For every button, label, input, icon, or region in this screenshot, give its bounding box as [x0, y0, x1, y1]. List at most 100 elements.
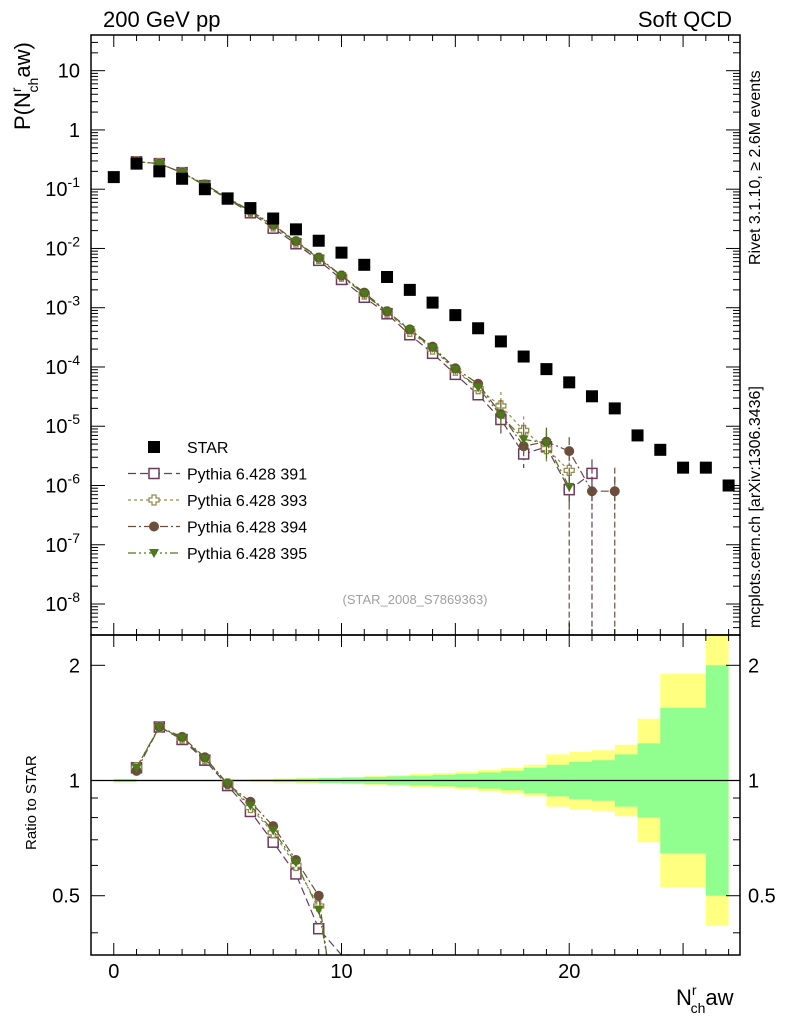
ratio-frame [90, 634, 741, 956]
legend-marker [148, 494, 160, 506]
data-point-star [198, 183, 211, 196]
x-label-tail: aw [705, 985, 733, 1010]
mcplots-label: mcplots.cern.ch [arXiv:1306.3436] [747, 386, 764, 628]
data-point [518, 441, 529, 452]
ratio-markers [91, 721, 740, 956]
series-ratio-4 [131, 722, 328, 956]
data-point-star [449, 309, 462, 322]
legend-label: Pythia 6.428 394 [187, 520, 307, 537]
data-point [541, 439, 552, 449]
legend-item-5: Pythia 6.428 395 [128, 546, 307, 563]
data-point-star [130, 157, 143, 170]
data-point [154, 159, 165, 169]
data-point-star [426, 296, 439, 309]
data-point-star [312, 234, 325, 247]
data-point-star [403, 283, 416, 296]
ratio-point [313, 890, 324, 901]
ratio-tick-label-right: 2 [748, 655, 759, 677]
legend-label: Pythia 6.428 395 [187, 546, 307, 563]
ratio-line-3 [135, 726, 328, 956]
y-label-sup: r [8, 87, 24, 92]
ratio-point [154, 722, 165, 732]
y-label-base: P(N [10, 92, 35, 130]
x-tick-label: 10 [330, 961, 352, 983]
x-label-base: N [676, 985, 692, 1010]
ratio-line-4 [135, 726, 328, 956]
y-label-sub: ch [25, 78, 41, 93]
y-tick-label: 10-6 [45, 470, 80, 497]
y-tick-label: 10-8 [45, 589, 80, 616]
data-point-star [221, 192, 234, 205]
analysis-id: (STAR_2008_S7869363) [342, 592, 487, 607]
x-tick-label: 0 [108, 961, 119, 983]
ratio-point [222, 779, 233, 789]
data-point-star [244, 202, 257, 215]
data-point-star [472, 322, 485, 335]
legend-item-2: Pythia 6.428 391 [128, 467, 307, 484]
ratio-point [177, 734, 188, 744]
data-point [336, 272, 347, 282]
y-tick-label: 1 [69, 120, 80, 142]
x-label-sub: ch [691, 1000, 706, 1016]
header-left: 200 GeV pp [103, 7, 220, 32]
data-point [359, 290, 370, 300]
ratio-tick-label-left: 2 [69, 655, 80, 677]
series-main-star [107, 157, 735, 492]
data-point [382, 307, 393, 317]
series-line-4 [136, 161, 570, 488]
ratio-tick-label-left: 0.5 [52, 886, 80, 908]
main-markers [107, 156, 735, 635]
data-point-star [699, 461, 712, 474]
data-point-star [335, 246, 348, 259]
x-axis-label: Nr chaw [676, 982, 734, 1016]
data-point [564, 446, 575, 457]
ratio-line-1 [135, 726, 350, 956]
axis-ticks: 0 10 2010-810-710-610-510-410-310-210-1110… [45, 34, 776, 983]
data-point [518, 435, 529, 445]
y-label-tail: aw) [10, 42, 35, 77]
ratio-point [312, 922, 325, 935]
data-point [290, 237, 301, 247]
data-point-star [267, 212, 280, 225]
legend-label: Pythia 6.428 391 [187, 467, 307, 484]
data-point [313, 254, 324, 264]
legend-item-1: STAR [148, 440, 228, 457]
y-axis-label-ratio: Ratio to STAR [23, 755, 40, 850]
data-point-star [517, 350, 530, 363]
y-tick-label: 10-5 [45, 411, 80, 438]
legend-marker [149, 521, 159, 532]
legend-item-3: Pythia 6.428 393 [128, 493, 307, 510]
data-point-star [585, 390, 598, 403]
x-label-sup: r [692, 982, 697, 998]
data-point-star [176, 172, 189, 185]
data-point [450, 365, 461, 375]
y-tick-label: 10-4 [45, 352, 80, 379]
data-point-star [358, 258, 371, 271]
series-ratio-3 [131, 721, 328, 956]
ratio-tick-label-left: 1 [69, 771, 80, 793]
data-point [473, 383, 484, 393]
ratio-point [245, 801, 256, 811]
y-tick-label: 10-3 [45, 293, 80, 320]
data-point-star [289, 223, 302, 236]
data-point-star [494, 335, 507, 348]
legend-marker [148, 441, 160, 453]
ratio-point [131, 763, 142, 773]
legend-label: STAR [187, 440, 228, 457]
data-point-star [381, 270, 394, 283]
series-ratio-2 [130, 721, 328, 956]
data-point-star [107, 171, 120, 184]
data-point-star [563, 376, 576, 389]
data-point-star [608, 402, 621, 415]
y-tick-label: 10-2 [45, 233, 80, 260]
data-point [495, 411, 506, 421]
data-point-star [654, 443, 667, 456]
legend-item-4: Pythia 6.428 394 [128, 520, 307, 537]
plot-frames [90, 34, 741, 956]
legend-marker [149, 549, 159, 558]
ratio-point [313, 905, 324, 915]
series-ratio-1 [130, 721, 350, 956]
ratio-line-2 [135, 726, 328, 956]
y-tick-label: 10 [58, 61, 80, 83]
